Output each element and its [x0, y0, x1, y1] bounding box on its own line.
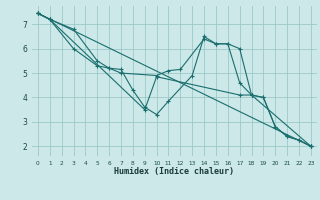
X-axis label: Humidex (Indice chaleur): Humidex (Indice chaleur): [115, 167, 234, 176]
